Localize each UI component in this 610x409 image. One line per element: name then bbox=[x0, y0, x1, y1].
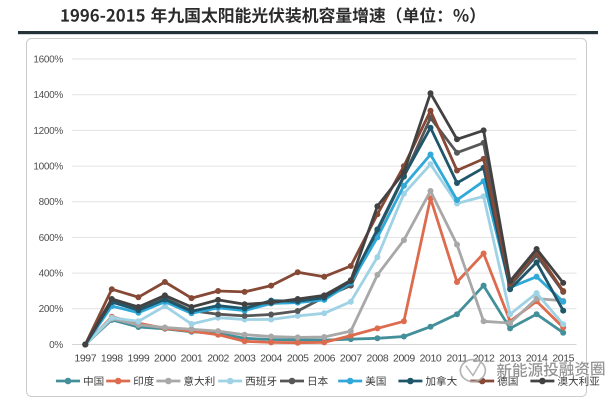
svg-text:800%: 800% bbox=[39, 197, 64, 208]
svg-text:1999: 1999 bbox=[128, 353, 150, 365]
svg-text:600%: 600% bbox=[39, 233, 64, 244]
svg-text:2014: 2014 bbox=[526, 353, 548, 365]
svg-text:1998: 1998 bbox=[101, 353, 123, 365]
svg-text:2007: 2007 bbox=[340, 353, 362, 365]
svg-text:2004: 2004 bbox=[260, 353, 282, 365]
svg-text:2003: 2003 bbox=[234, 353, 256, 365]
svg-text:200%: 200% bbox=[39, 304, 64, 315]
svg-text:2001: 2001 bbox=[181, 353, 203, 365]
svg-text:1997: 1997 bbox=[74, 353, 96, 365]
svg-text:2011: 2011 bbox=[447, 353, 469, 365]
svg-text:2009: 2009 bbox=[393, 353, 415, 365]
svg-text:2012: 2012 bbox=[473, 353, 495, 365]
svg-text:2010: 2010 bbox=[420, 353, 442, 365]
svg-text:2005: 2005 bbox=[287, 353, 309, 365]
svg-text:2013: 2013 bbox=[499, 353, 521, 365]
svg-text:2002: 2002 bbox=[207, 353, 229, 365]
svg-text:2000: 2000 bbox=[154, 353, 176, 365]
svg-text:1200%: 1200% bbox=[33, 126, 63, 137]
svg-text:0%: 0% bbox=[49, 340, 63, 351]
svg-text:2008: 2008 bbox=[367, 353, 389, 365]
svg-text:400%: 400% bbox=[39, 269, 64, 280]
svg-text:1400%: 1400% bbox=[33, 90, 63, 101]
svg-text:2015: 2015 bbox=[552, 353, 574, 365]
svg-text:1600%: 1600% bbox=[33, 54, 63, 65]
svg-text:2006: 2006 bbox=[313, 353, 335, 365]
svg-text:1000%: 1000% bbox=[33, 162, 63, 173]
